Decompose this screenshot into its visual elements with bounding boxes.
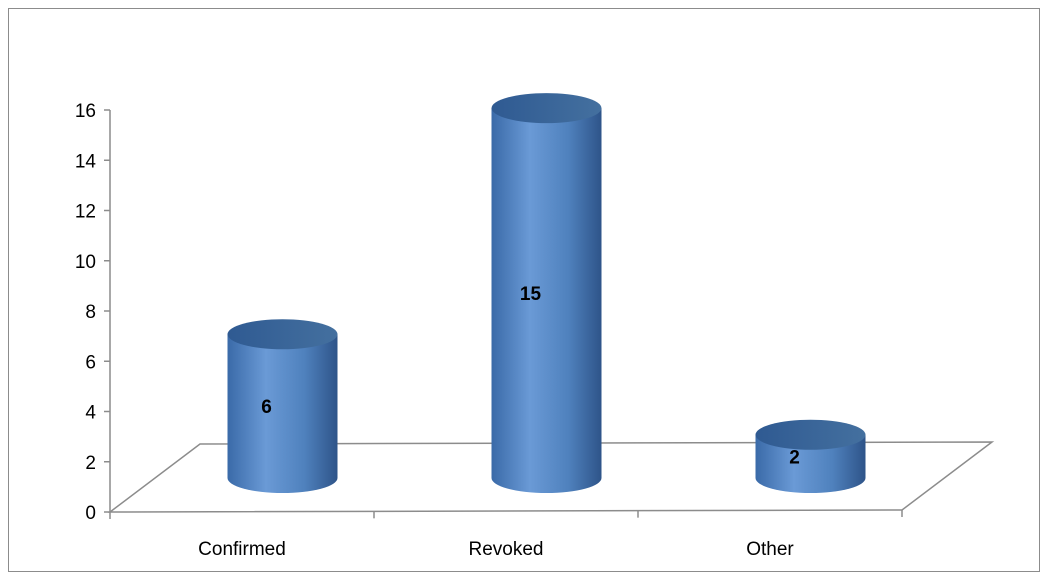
y-tick-label: 4 [85,403,96,424]
x-tick-label: Confirmed [198,539,286,560]
y-tick-label: 14 [75,151,97,172]
y-tick-label: 6 [85,352,96,373]
x-axis: Confirmed Revoked Other [109,510,903,560]
bar: 6 [227,319,338,494]
x-tick-label: Other [746,539,794,560]
bars: 6 15 2 [227,93,866,494]
bar-top [491,93,602,124]
y-tick-label: 10 [75,252,96,273]
bar: 2 [755,419,866,494]
y-axis: 0 2 4 6 8 10 12 14 16 [75,101,111,524]
bar: 15 [491,93,602,494]
y-tick-label: 16 [75,101,96,122]
y-tick-label: 2 [85,453,96,474]
data-label: 6 [261,397,272,418]
y-tick-label: 12 [75,202,96,223]
data-label: 15 [520,284,542,305]
bar-top [227,319,338,350]
y-tick-label: 8 [85,302,96,323]
bar-body [227,334,338,494]
bar-body [491,108,602,494]
x-tick-label: Revoked [469,539,544,560]
bar-top [755,419,866,450]
data-label: 2 [789,447,800,468]
y-tick-label: 0 [85,503,96,524]
bar-body [755,434,866,494]
